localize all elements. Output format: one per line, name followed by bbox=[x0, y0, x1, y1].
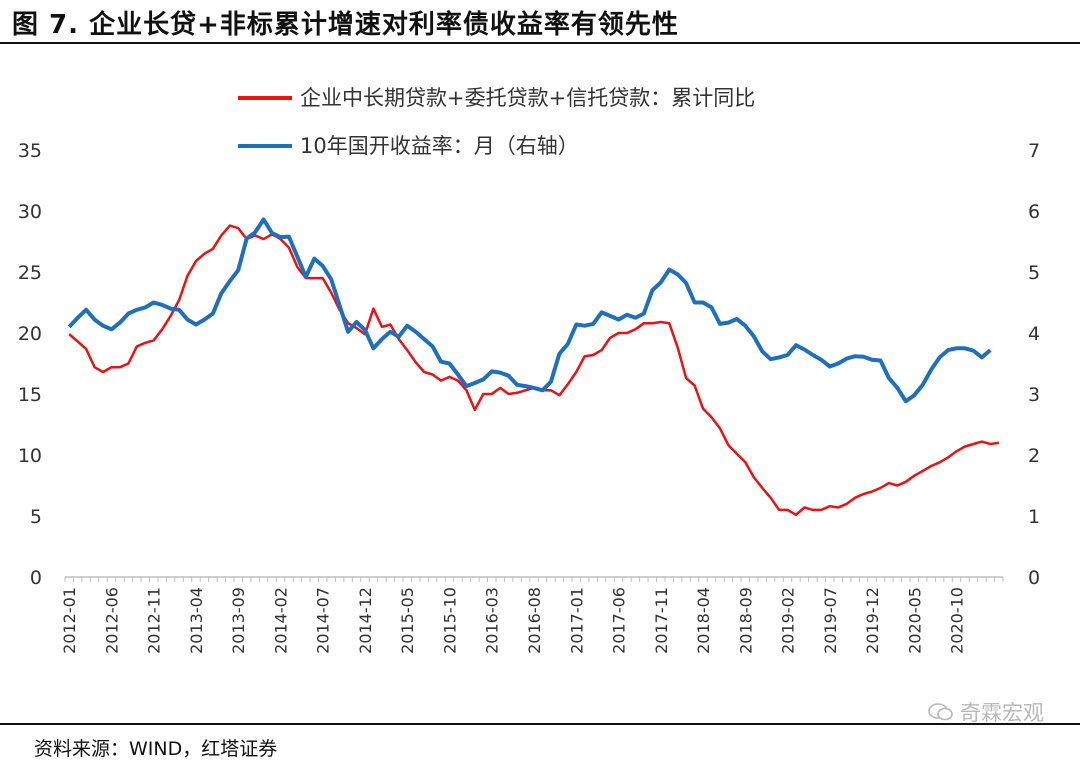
right-y-axis: 0 1 2 3 4 5 6 7 bbox=[1028, 140, 1040, 589]
right-y-tick-label: 5 bbox=[1028, 262, 1040, 284]
legend-label-loans: 企业中长期贷款+委托贷款+信托贷款：累计同比 bbox=[300, 86, 755, 110]
series-line-cdb-yield bbox=[67, 217, 992, 404]
left-y-tick-label: 10 bbox=[18, 445, 42, 467]
figure-title: 图 7. 企业长贷+非标累计增速对利率债收益率有领先性 bbox=[12, 10, 679, 40]
left-y-tick-label: 30 bbox=[18, 201, 42, 223]
watermark-text: 奇霖宏观 bbox=[960, 701, 1044, 725]
line-chart: 企业中长期贷款+委托贷款+信托贷款：累计同比 10年国开收益率：月（右轴） 0 5… bbox=[18, 86, 1040, 654]
x-tick-label: 2019-02 bbox=[779, 587, 798, 654]
x-tick-label: 2018-04 bbox=[694, 587, 713, 654]
left-y-axis: 0 5 10 15 20 25 30 35 bbox=[18, 140, 42, 589]
left-y-tick-label: 25 bbox=[18, 262, 42, 284]
top-rule bbox=[0, 42, 1080, 44]
legend-label-yield: 10年国开收益率：月（右轴） bbox=[300, 134, 579, 158]
watermark: 奇霖宏观 bbox=[928, 697, 1044, 727]
x-tick-label: 2019-07 bbox=[821, 587, 840, 654]
x-tick-label: 2019-12 bbox=[863, 587, 882, 654]
x-tick-label: 2020-10 bbox=[948, 587, 967, 654]
x-tick-label: 2014-12 bbox=[356, 587, 375, 654]
right-y-tick-label: 1 bbox=[1028, 506, 1040, 528]
bottom-rule bbox=[0, 723, 1080, 725]
left-y-tick-label: 15 bbox=[18, 384, 42, 406]
left-y-tick-label: 5 bbox=[30, 506, 42, 528]
x-tick-label: 2017-01 bbox=[567, 587, 586, 654]
x-tick-label: 2015-10 bbox=[440, 587, 459, 654]
left-y-tick-label: 20 bbox=[18, 323, 42, 345]
x-tick-label: 2017-06 bbox=[610, 587, 629, 654]
x-tick-label: 2016-03 bbox=[483, 587, 502, 654]
right-y-tick-label: 6 bbox=[1028, 201, 1040, 223]
legend: 企业中长期贷款+委托贷款+信托贷款：累计同比 10年国开收益率：月（右轴） bbox=[238, 86, 755, 158]
series-line-loans-growth bbox=[68, 224, 999, 517]
x-tick-label: 2012-06 bbox=[102, 587, 121, 654]
x-tick-label: 2013-09 bbox=[229, 587, 248, 654]
x-tick-label: 2017-11 bbox=[652, 587, 671, 654]
right-y-tick-label: 7 bbox=[1028, 140, 1040, 162]
x-axis: 2012-01 2012-06 2012-11 2013-04 2013-09 2014-… bbox=[60, 577, 1004, 654]
source-note: 资料来源：WIND，红塔证券 bbox=[34, 738, 278, 760]
x-tick-label: 2020-05 bbox=[905, 587, 924, 654]
x-tick-label: 2012-11 bbox=[145, 587, 164, 654]
wechat-icon bbox=[928, 703, 953, 721]
right-y-tick-label: 4 bbox=[1028, 323, 1040, 345]
x-tick-label: 2013-04 bbox=[187, 587, 206, 654]
x-tick-label: 2016-08 bbox=[525, 587, 544, 654]
right-y-tick-label: 3 bbox=[1028, 384, 1040, 406]
x-tick-label: 2014-02 bbox=[271, 587, 290, 654]
left-y-tick-label: 35 bbox=[18, 140, 42, 162]
right-y-tick-label: 0 bbox=[1028, 567, 1040, 589]
right-y-tick-label: 2 bbox=[1028, 445, 1040, 467]
x-tick-label: 2018-09 bbox=[736, 587, 755, 654]
x-tick-label: 2012-01 bbox=[60, 587, 79, 654]
x-tick-label: 2015-05 bbox=[398, 587, 417, 654]
x-tick-label: 2014-07 bbox=[314, 587, 333, 654]
left-y-tick-label: 0 bbox=[30, 567, 42, 589]
